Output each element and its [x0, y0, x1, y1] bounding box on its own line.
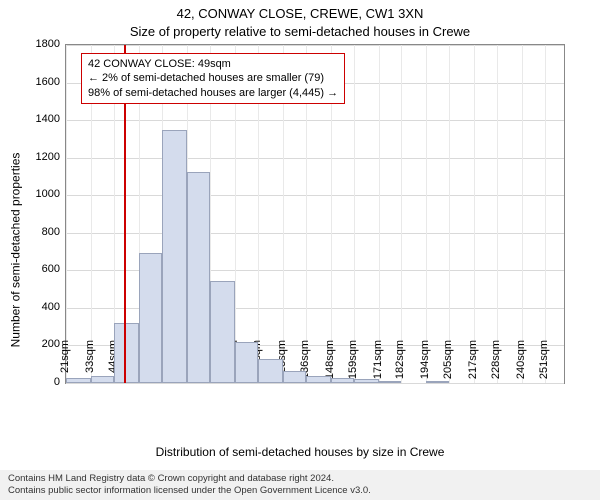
gridline-v: [354, 45, 355, 383]
histogram-bar: [139, 253, 162, 383]
gridline-v: [522, 45, 523, 383]
ytick-label: 800: [20, 226, 60, 238]
ytick-label: 600: [20, 263, 60, 275]
gridline-v: [545, 45, 546, 383]
ytick-label: 1400: [20, 113, 60, 125]
histogram-bar: [210, 281, 235, 383]
annotation-box: 42 CONWAY CLOSE: 49sqm ← 2% of semi-deta…: [81, 53, 345, 104]
histogram-bar: [162, 130, 187, 384]
gridline-v: [379, 45, 380, 383]
histogram-bar: [187, 172, 210, 383]
chart-container: 42, CONWAY CLOSE, CREWE, CW1 3XN Size of…: [0, 0, 600, 500]
ytick-label: 1200: [20, 151, 60, 163]
ytick-label: 1600: [20, 76, 60, 88]
histogram-bar: [426, 381, 449, 383]
ytick-label: 200: [20, 338, 60, 350]
annotation-line2: ← 2% of semi-detached houses are smaller…: [88, 71, 338, 85]
histogram-bar: [114, 323, 139, 383]
ytick-label: 400: [20, 301, 60, 313]
y-axis-label: Number of semi-detached properties: [9, 153, 23, 348]
footer-line1: Contains HM Land Registry data © Crown c…: [8, 473, 592, 485]
histogram-bar: [258, 359, 283, 383]
gridline-v: [426, 45, 427, 383]
ytick-label: 1000: [20, 188, 60, 200]
histogram-bar: [331, 378, 354, 383]
xtick-label: 217sqm: [467, 340, 479, 390]
gridline-h: [66, 158, 564, 159]
gridline-v: [474, 45, 475, 383]
annotation-line3: 98% of semi-detached houses are larger (…: [88, 86, 338, 100]
chart-title-line1: 42, CONWAY CLOSE, CREWE, CW1 3XN: [0, 6, 600, 21]
chart-title-line2: Size of property relative to semi-detach…: [0, 24, 600, 39]
histogram-bar: [235, 342, 258, 383]
xtick-label: 228sqm: [490, 340, 502, 390]
gridline-v: [449, 45, 450, 383]
ytick-label: 1800: [20, 38, 60, 50]
histogram-bar: [283, 371, 306, 383]
footer-line2: Contains public sector information licen…: [8, 485, 592, 497]
xtick-label: 240sqm: [515, 340, 527, 390]
histogram-bar: [354, 379, 379, 383]
x-axis-label: Distribution of semi-detached houses by …: [0, 445, 600, 459]
gridline-h: [66, 195, 564, 196]
xtick-label: 251sqm: [538, 340, 550, 390]
gridline-h: [66, 233, 564, 234]
ytick-label: 0: [20, 376, 60, 388]
gridline-v: [401, 45, 402, 383]
histogram-bar: [91, 376, 114, 383]
footer: Contains HM Land Registry data © Crown c…: [0, 470, 600, 500]
histogram-bar: [66, 378, 91, 383]
gridline-v: [66, 45, 67, 383]
gridline-h: [66, 45, 564, 46]
plot-area: 42 CONWAY CLOSE: 49sqm ← 2% of semi-deta…: [65, 44, 565, 384]
histogram-bar: [306, 376, 331, 384]
gridline-v: [497, 45, 498, 383]
histogram-bar: [379, 381, 402, 383]
annotation-line1: 42 CONWAY CLOSE: 49sqm: [88, 57, 338, 71]
gridline-h: [66, 120, 564, 121]
